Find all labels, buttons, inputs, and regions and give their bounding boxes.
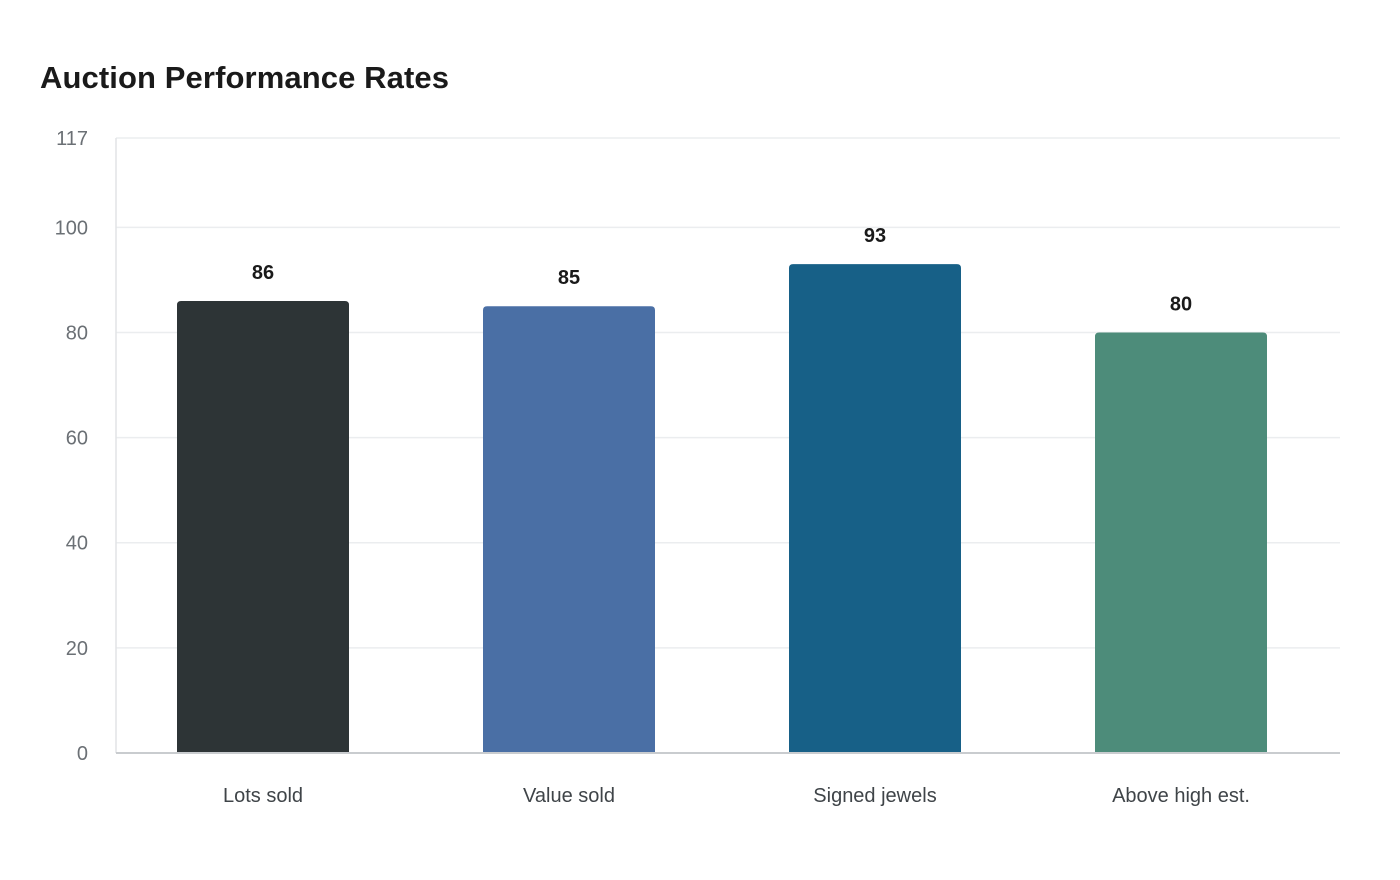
- bar: [177, 300, 349, 753]
- y-tick-label: 20: [66, 638, 88, 660]
- x-axis-category-labels: Lots sold Value sold Signed jewels Above hi…: [223, 785, 1250, 807]
- bar-value-label: 85: [558, 267, 580, 289]
- x-category-label: Lots sold: [223, 785, 303, 807]
- bar: [789, 264, 961, 753]
- y-tick-label: 60: [66, 428, 88, 450]
- x-category-label: Signed jewels: [813, 785, 936, 807]
- x-category-label: Value sold: [523, 785, 615, 807]
- y-tick-label: 100: [55, 217, 88, 239]
- chart-title: Auction Performance Rates: [40, 60, 450, 95]
- y-tick-label: 80: [66, 322, 88, 344]
- y-tick-label: 40: [66, 533, 88, 555]
- bar: [483, 306, 655, 753]
- y-tick-label: 117: [56, 128, 88, 150]
- bar-value-label: 86: [252, 262, 274, 284]
- bars: [177, 264, 1267, 753]
- bar-value-labels: 86 85 93 80: [252, 225, 1192, 315]
- y-axis-ticks: 0 20 40 60 80 100 117: [55, 128, 88, 765]
- bar-value-label: 93: [864, 225, 886, 247]
- y-tick-label: 0: [77, 743, 88, 765]
- bar: [1095, 332, 1267, 753]
- bar-value-label: 80: [1170, 293, 1192, 315]
- x-category-label: Above high est.: [1112, 785, 1250, 807]
